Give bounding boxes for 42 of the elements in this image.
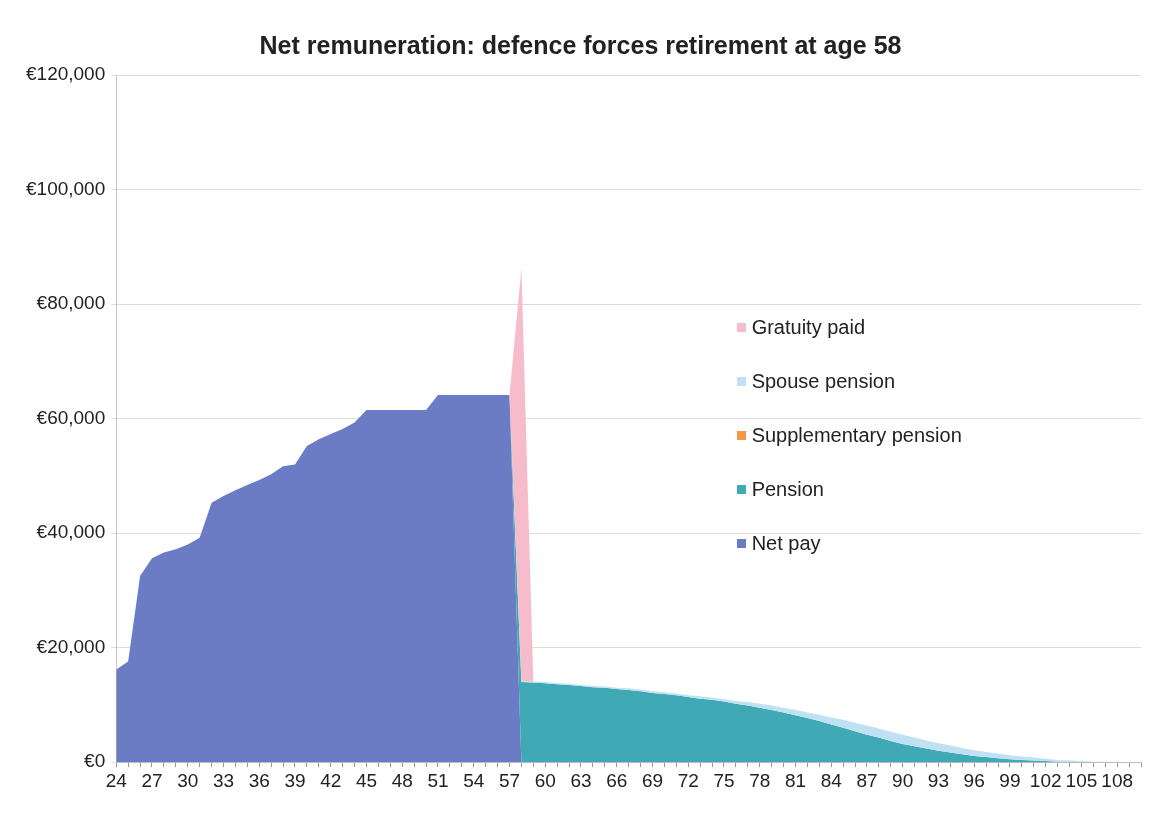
y-tick-label: €0 [84,750,106,772]
legend-label: Supplementary pension [751,424,962,448]
x-tick-label: 87 [856,769,878,791]
x-tick-label: 102 [1029,769,1062,791]
x-tick-label: 93 [927,769,949,791]
y-tick-label: €80,000 [36,292,106,314]
x-tick-label: 66 [606,769,628,791]
x-tick-label: 63 [570,769,592,791]
legend-label: Gratuity paid [751,316,866,340]
y-tick-label: €20,000 [36,635,106,657]
legend-label: Spouse pension [751,370,896,394]
x-tick-label: 108 [1101,769,1134,791]
x-tick-label: 24 [105,769,128,791]
x-tick-label: 72 [677,769,699,791]
legend-label: Net pay [751,532,821,556]
x-tick-label: 39 [284,769,306,791]
y-tick-label: €120,000 [26,63,106,85]
x-tick-label: 27 [141,769,163,791]
chart-title: Net remuneration: defence forces retirement at age 58 [259,30,902,59]
x-tick-label: 69 [641,769,664,791]
x-tick-label: 96 [963,769,985,791]
x-tick-label: 42 [320,769,342,791]
x-tick-label: 51 [427,769,449,791]
x-tick-label: 57 [498,769,521,791]
x-tick-label: 90 [892,769,914,791]
x-tick-label: 105 [1065,769,1098,791]
x-tick-label: 60 [534,769,556,791]
y-tick-label: €100,000 [26,177,106,199]
y-tick-label: €60,000 [36,406,106,428]
x-tick-label: 75 [713,769,735,791]
x-tick-label: 48 [391,769,413,791]
y-tick-label: €40,000 [36,521,106,543]
x-tick-label: 33 [212,769,235,791]
x-tick-label: 36 [248,769,270,791]
x-tick-label: 84 [820,769,843,791]
x-tick-label: 81 [784,769,807,791]
x-tick-label: 54 [463,769,485,791]
legend-label: Pension [751,478,824,502]
x-tick-label: 30 [177,769,199,791]
x-tick-label: 78 [749,769,771,791]
x-tick-label: 99 [999,769,1021,791]
x-tick-label: 45 [355,769,378,791]
